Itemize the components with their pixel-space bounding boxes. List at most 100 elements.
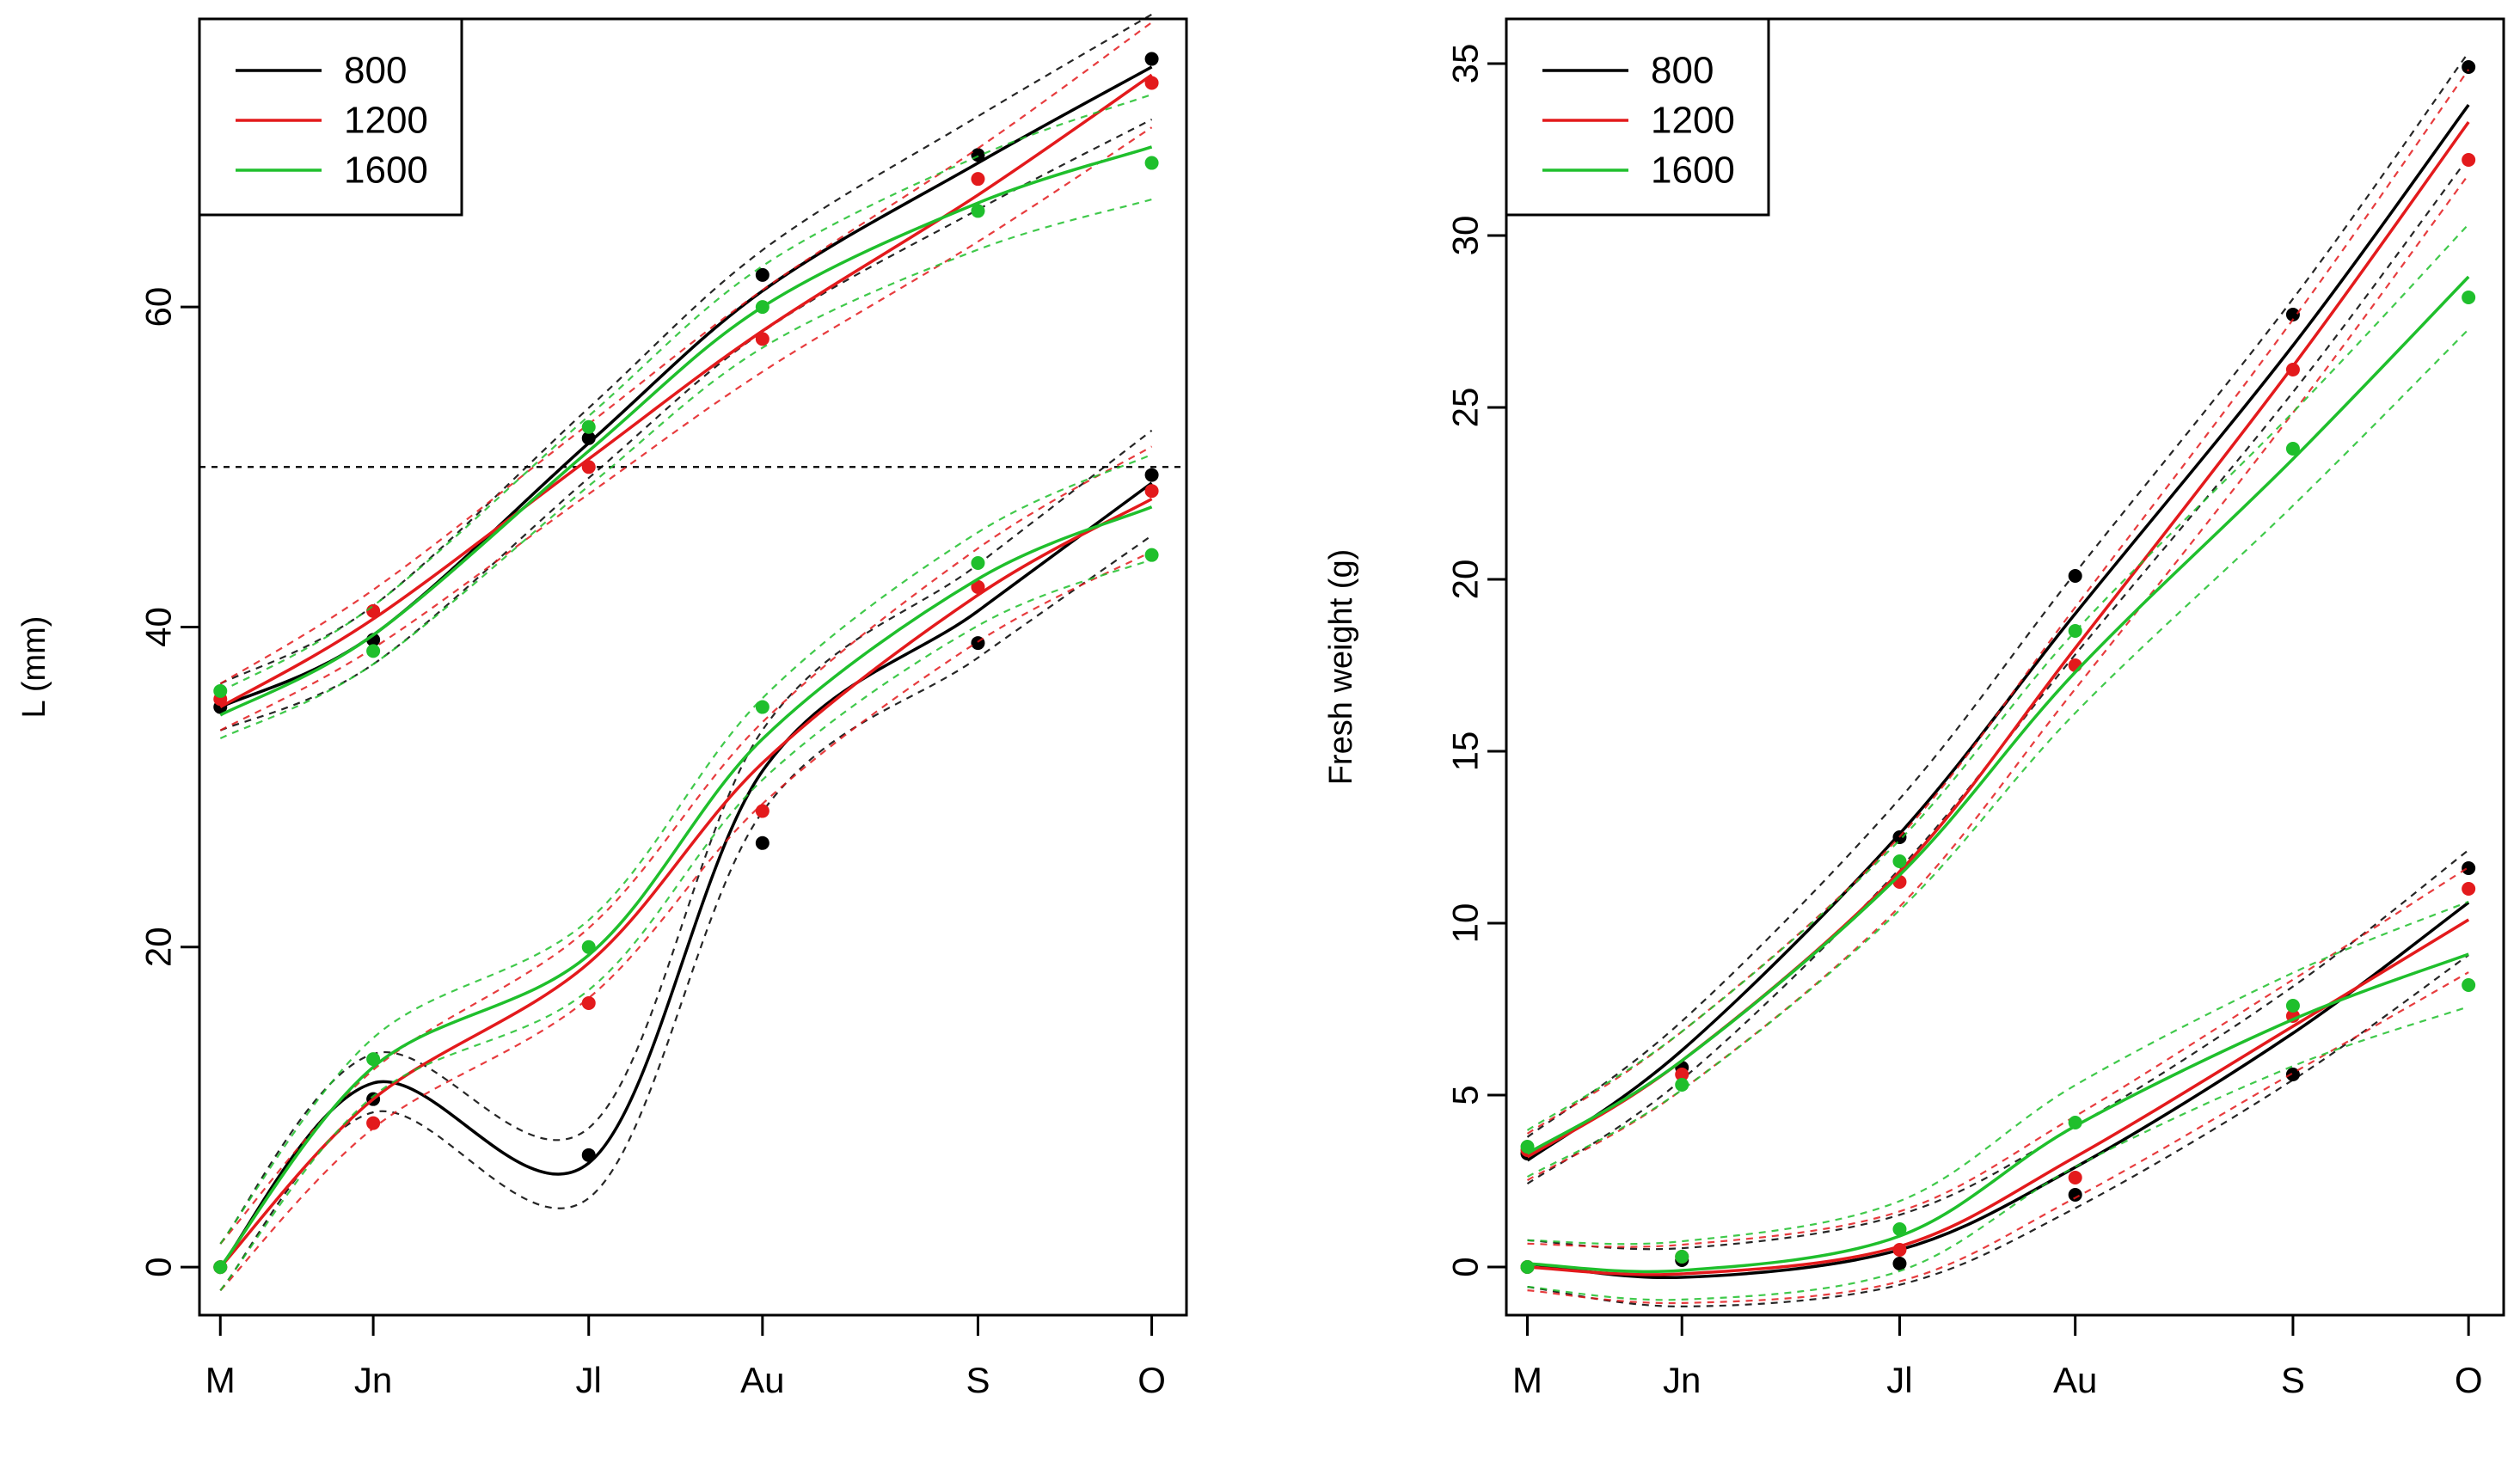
legend: 800 1200 1600 — [1505, 17, 1770, 217]
series-800-upper — [1520, 52, 2476, 1185]
data-point — [755, 835, 769, 850]
series-1200-lower — [1520, 866, 2476, 1305]
confidence-band-line — [1527, 849, 2469, 1251]
data-point — [2068, 1171, 2082, 1184]
y-axis-title: L (mm) — [16, 616, 52, 719]
x-tick-label: Jn — [354, 1360, 392, 1400]
data-point — [1144, 484, 1159, 499]
series-1600-lower — [213, 453, 1159, 1291]
data-point — [1144, 548, 1159, 562]
x-tick-label: Jl — [576, 1360, 602, 1400]
data-point — [755, 804, 769, 818]
fitted-curve — [218, 505, 1153, 1269]
data-point — [2068, 569, 2082, 583]
x-tick-label: Au — [740, 1360, 784, 1400]
left-panel-length-chart: 0 20 40 60 L (mm) M Jn Jl Au S O 800 1200 1600 — [16, 13, 1188, 1400]
confidence-band-line — [1527, 1006, 2469, 1301]
confidence-band-line — [219, 198, 1152, 739]
confidence-band-line — [1527, 866, 2469, 1248]
data-point — [2285, 363, 2300, 376]
y-tick-label: 10 — [1445, 903, 1486, 944]
x-tick-label: Jn — [1663, 1360, 1701, 1400]
series-1600-upper — [213, 93, 1159, 739]
data-point — [2462, 861, 2476, 875]
y-tick-label: 40 — [138, 607, 179, 647]
fitted-curve — [218, 481, 1153, 1269]
data-point — [971, 204, 985, 218]
confidence-band-line — [219, 550, 1153, 1292]
data-point — [1520, 1260, 1535, 1274]
data-point — [2068, 624, 2082, 638]
y-tick-label: 15 — [1445, 731, 1486, 772]
confidence-band-line — [1526, 328, 2469, 1178]
data-point — [581, 940, 596, 954]
data-point — [2462, 60, 2476, 74]
fitted-curve — [219, 73, 1153, 709]
fitted-curve — [219, 145, 1153, 717]
data-point — [2285, 308, 2300, 321]
fitted-curve — [1526, 275, 2470, 1155]
confidence-band-line — [1526, 174, 2470, 1182]
fitted-curve — [1526, 103, 2470, 1162]
right-panel-fresh-weight-chart: 0 5 10 15 20 25 30 35 Fresh weight (g) M Jn Jl Au S O 8… — [1323, 17, 2505, 1400]
legend-label-1200: 1200 — [1651, 100, 1735, 142]
y-tick-label: 0 — [138, 1257, 179, 1276]
data-point — [2068, 1116, 2082, 1129]
confidence-band-line — [1526, 52, 2470, 1138]
x-tick-label: O — [2455, 1360, 2483, 1400]
confidence-band-line — [219, 558, 1152, 1291]
fitted-curve — [1527, 901, 2470, 1280]
data-point — [2285, 442, 2300, 456]
data-point — [1144, 52, 1159, 66]
y-tick-label: 0 — [1445, 1257, 1486, 1276]
legend-label-1600: 1600 — [1651, 150, 1735, 192]
data-point — [755, 267, 769, 282]
plot-frame — [1505, 17, 2505, 1317]
x-tick-label: S — [966, 1360, 990, 1400]
x-tick-label: O — [1137, 1360, 1166, 1400]
confidence-band-line — [1526, 69, 2470, 1135]
legend-label-800: 800 — [344, 50, 407, 92]
data-point — [366, 644, 381, 658]
data-point — [1144, 156, 1159, 170]
x-tick-label: Au — [2053, 1360, 2097, 1400]
data-point — [1892, 1222, 1907, 1236]
data-point — [971, 555, 985, 570]
data-point — [2068, 1188, 2082, 1202]
y-tick-label: 60 — [138, 287, 179, 327]
x-tick-label: Jl — [1886, 1360, 1912, 1400]
data-point — [755, 332, 769, 346]
series-1200-upper — [1520, 69, 2476, 1182]
confidence-band-line — [1526, 223, 2470, 1131]
series-1200-lower — [213, 445, 1159, 1292]
data-point — [1520, 1140, 1535, 1154]
series-1200-upper — [213, 21, 1159, 731]
data-point — [2285, 999, 2300, 1013]
confidence-band-line — [219, 445, 1153, 1245]
data-point — [2462, 978, 2476, 992]
data-point — [971, 579, 985, 594]
data-point — [213, 1260, 228, 1275]
data-point — [2462, 882, 2476, 896]
data-point — [581, 460, 596, 474]
data-point — [971, 172, 985, 187]
confidence-band-line — [1526, 156, 2470, 1185]
y-tick-label: 20 — [1445, 560, 1486, 600]
data-point — [1144, 468, 1159, 482]
data-point — [1675, 1250, 1689, 1264]
y-axis-title: Fresh weight (g) — [1323, 549, 1359, 786]
confidence-band-line — [219, 21, 1153, 685]
data-point — [581, 995, 596, 1010]
x-tick-label: S — [2281, 1360, 2305, 1400]
data-point — [366, 1052, 381, 1067]
data-point — [2285, 1068, 2300, 1081]
data-point — [581, 1148, 596, 1162]
series-1600-upper — [1520, 223, 2476, 1178]
legend-label-1600: 1600 — [344, 150, 428, 192]
y-tick-label: 35 — [1445, 44, 1486, 84]
y-tick-label: 5 — [1445, 1085, 1486, 1105]
series-800-lower — [1520, 849, 2476, 1308]
series-1600-lower — [1520, 900, 2476, 1301]
data-point — [971, 148, 985, 162]
